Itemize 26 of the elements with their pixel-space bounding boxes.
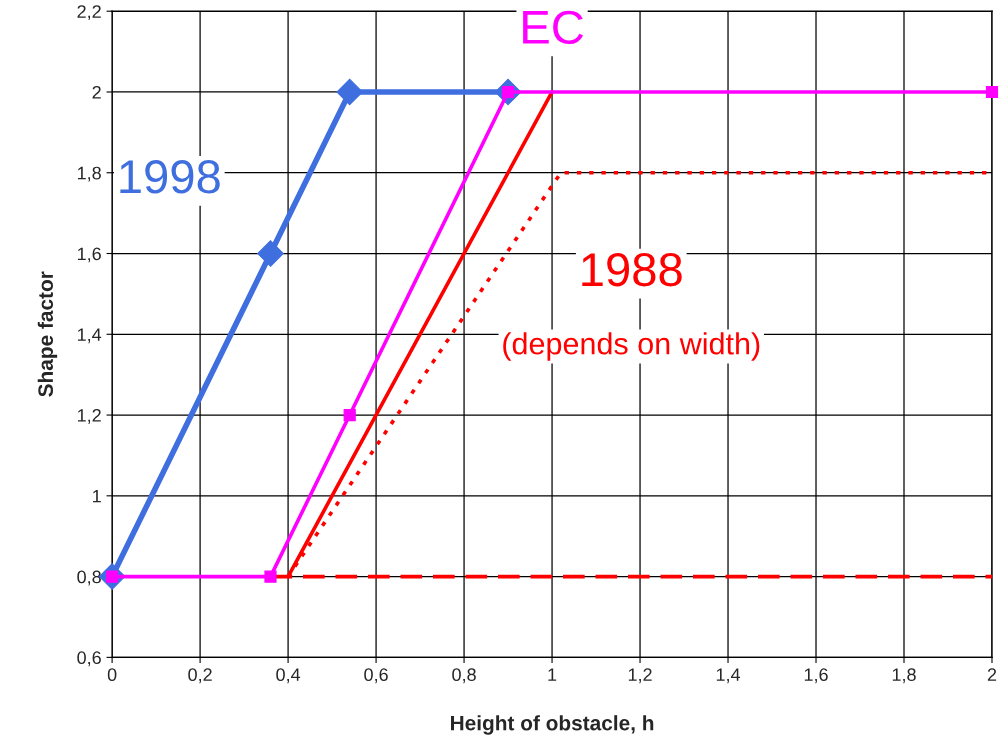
series-label: 1998: [120, 160, 220, 194]
x-tick-label: 0: [107, 668, 117, 682]
y-tick-label: 1,8: [77, 166, 101, 182]
x-tick-label: 1,8: [892, 668, 916, 684]
y-tick-label: 1: [93, 489, 101, 503]
x-tick-label: 0,6: [364, 668, 388, 684]
x-tick-label: 1,6: [804, 668, 828, 684]
x-tick-label: 2: [987, 668, 997, 681]
x-tick-label: 1,4: [716, 668, 741, 684]
y-tick-label: 2: [92, 85, 101, 99]
y-tick-label: 0,6: [77, 651, 101, 667]
x-tick-label: 0,2: [188, 668, 212, 684]
x-axis-title: Height of obstacle, h: [451, 715, 654, 735]
x-tick-label: 0,4: [276, 668, 301, 684]
x-tick-label: 0,8: [452, 668, 476, 684]
x-tick-label: 1: [548, 668, 557, 681]
text: 1988: [582, 252, 682, 287]
y-tick-label: 1,6: [77, 247, 101, 263]
y-tick-label: 0,8: [77, 570, 101, 586]
y-tick-label: 1,2: [77, 408, 101, 424]
y-tick-label: 1,4: [77, 328, 102, 344]
series-label: EC: [523, 10, 584, 45]
y-axis-title: Shape factor: [37, 271, 58, 397]
annotation: (depends on width): [503, 332, 760, 361]
x-tick-label: 1,2: [628, 668, 652, 684]
y-tick-label: 2,2: [77, 5, 101, 21]
